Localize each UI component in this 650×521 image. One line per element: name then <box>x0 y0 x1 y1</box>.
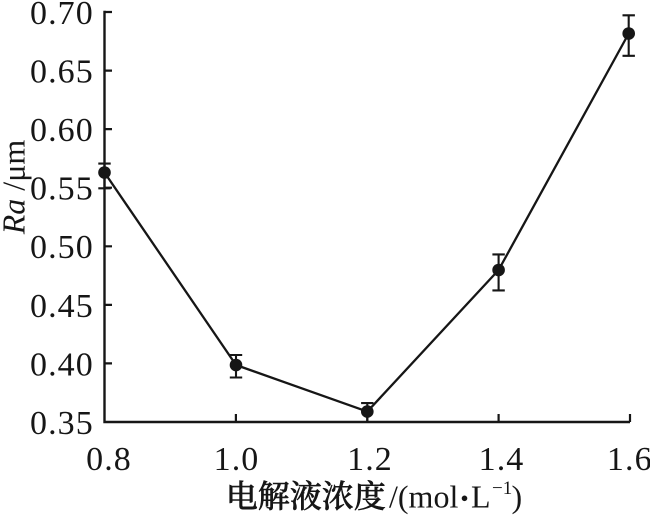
svg-text:1.2: 1.2 <box>347 441 393 478</box>
svg-text:0.60: 0.60 <box>30 112 94 149</box>
svg-text:−1: −1 <box>492 478 512 499</box>
svg-text:0.35: 0.35 <box>30 405 94 442</box>
svg-text:0.70: 0.70 <box>30 0 94 32</box>
svg-text:0.55: 0.55 <box>30 171 94 208</box>
svg-text:L: L <box>471 479 491 515</box>
svg-text:0.45: 0.45 <box>30 288 94 325</box>
svg-text:/(mol: /(mol <box>389 479 458 515</box>
svg-text:0.65: 0.65 <box>30 54 94 91</box>
svg-text:0.50: 0.50 <box>30 229 94 266</box>
svg-text:Ra /μm: Ra /μm <box>0 140 32 236</box>
svg-text:): ) <box>512 479 523 515</box>
svg-text:0.8: 0.8 <box>86 441 132 478</box>
svg-text:1.4: 1.4 <box>479 441 525 478</box>
svg-text:1.6: 1.6 <box>607 441 650 478</box>
svg-text:1.0: 1.0 <box>214 441 260 478</box>
svg-text:0.40: 0.40 <box>30 346 94 383</box>
